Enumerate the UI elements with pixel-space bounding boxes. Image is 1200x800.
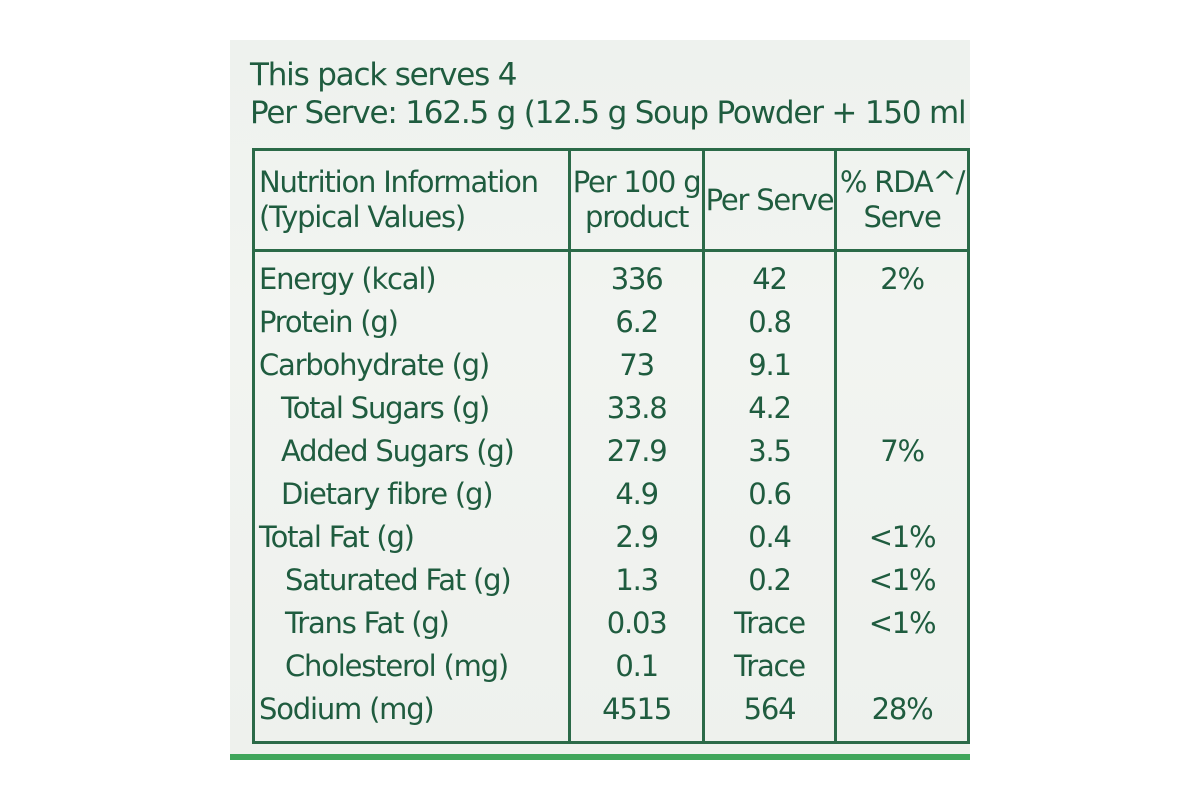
header-rda: % RDA^/ Serve: [834, 148, 970, 252]
nutrient-name: Sodium (mg): [251, 688, 572, 744]
nutrient-name: Energy (kcal): [251, 250, 572, 301]
table-row: Trans Fat (g) 0.03 Trace <1%: [251, 602, 970, 645]
nutrient-name: Carbohydrate (g): [251, 344, 572, 387]
table-row: Added Sugars (g) 27.9 3.5 7%: [251, 430, 970, 473]
header-rda-line2: Serve: [863, 200, 941, 234]
perserve-value: 42: [701, 250, 838, 301]
header-nutrition-information: Nutrition Information (Typical Values): [251, 148, 572, 252]
perserve-value: Trace: [701, 602, 838, 645]
perserve-value: 3.5: [701, 430, 838, 473]
rda-value: 28%: [834, 688, 970, 744]
serving-info: This pack serves 4 Per Serve: 162.5 g (1…: [250, 56, 970, 132]
nutrient-name: Total Sugars (g): [251, 387, 572, 430]
table-row: Total Fat (g) 2.9 0.4 <1%: [251, 516, 970, 559]
nutrient-name: Added Sugars (g): [251, 430, 572, 473]
header-perserve-text: Per Serve: [705, 182, 835, 217]
per100-value: 27.9: [568, 430, 705, 473]
perserve-value: 0.4: [701, 516, 838, 559]
header-per-serve: Per Serve: [701, 148, 838, 252]
nutrient-name: Protein (g): [251, 301, 572, 344]
per100-value: 0.03: [568, 602, 705, 645]
rda-value: [834, 387, 970, 430]
per100-value: 4.9: [568, 473, 705, 516]
nutrient-name: Saturated Fat (g): [251, 559, 572, 602]
per100-value: 6.2: [568, 301, 705, 344]
rda-value: [834, 301, 970, 344]
per100-value: 73: [568, 344, 705, 387]
header-name-line1: Nutrition Information: [259, 165, 539, 199]
rda-value: [834, 344, 970, 387]
perserve-value: 0.8: [701, 301, 838, 344]
nutrition-label: This pack serves 4 Per Serve: 162.5 g (1…: [230, 40, 970, 758]
table-row: Saturated Fat (g) 1.3 0.2 <1%: [251, 559, 970, 602]
package-green-edge: [230, 754, 970, 760]
header-per-100g: Per 100 g product: [568, 148, 705, 252]
per100-value: 336: [568, 250, 705, 301]
table-row: Protein (g) 6.2 0.8: [251, 301, 970, 344]
nutrient-name: Total Fat (g): [251, 516, 572, 559]
header-name-line2: (Typical Values): [259, 200, 466, 234]
per-serve-text: Per Serve: 162.5 g (12.5 g Soup Powder +…: [250, 95, 970, 131]
nutrient-name: Dietary fibre (g): [251, 473, 572, 516]
header-per100-line2: product: [585, 200, 689, 234]
header-rda-line1: % RDA^/: [839, 165, 965, 199]
per100-value: 2.9: [568, 516, 705, 559]
nutrient-name: Trans Fat (g): [251, 602, 572, 645]
perserve-value: 4.2: [701, 387, 838, 430]
table-row: Energy (kcal) 336 42 2%: [251, 250, 970, 301]
header-per100-line1: Per 100 g: [572, 165, 702, 199]
per100-value: 33.8: [568, 387, 705, 430]
per100-value: 0.1: [568, 645, 705, 688]
rda-value: [834, 645, 970, 688]
table-row: Sodium (mg) 4515 564 28%: [251, 688, 970, 744]
perserve-value: 9.1: [701, 344, 838, 387]
per100-value: 4515: [568, 688, 705, 744]
table-row: Carbohydrate (g) 73 9.1: [251, 344, 970, 387]
perserve-value: Trace: [701, 645, 838, 688]
nutrient-name: Cholesterol (mg): [251, 645, 572, 688]
per100-value: 1.3: [568, 559, 705, 602]
rda-value: 7%: [834, 430, 970, 473]
rda-value: <1%: [834, 516, 970, 559]
perserve-value: 564: [701, 688, 838, 744]
table-row: Dietary fibre (g) 4.9 0.6: [251, 473, 970, 516]
nutrition-table: Nutrition Information (Typical Values) P…: [251, 148, 970, 744]
rda-value: [834, 473, 970, 516]
rda-value: 2%: [834, 250, 970, 301]
perserve-value: 0.6: [701, 473, 838, 516]
pack-serves-text: This pack serves 4: [250, 57, 517, 93]
table-header-row: Nutrition Information (Typical Values) P…: [251, 148, 970, 252]
table-row: Cholesterol (mg) 0.1 Trace: [251, 645, 970, 688]
table-row: Total Sugars (g) 33.8 4.2: [251, 387, 970, 430]
rda-value: <1%: [834, 559, 970, 602]
rda-value: <1%: [834, 602, 970, 645]
perserve-value: 0.2: [701, 559, 838, 602]
